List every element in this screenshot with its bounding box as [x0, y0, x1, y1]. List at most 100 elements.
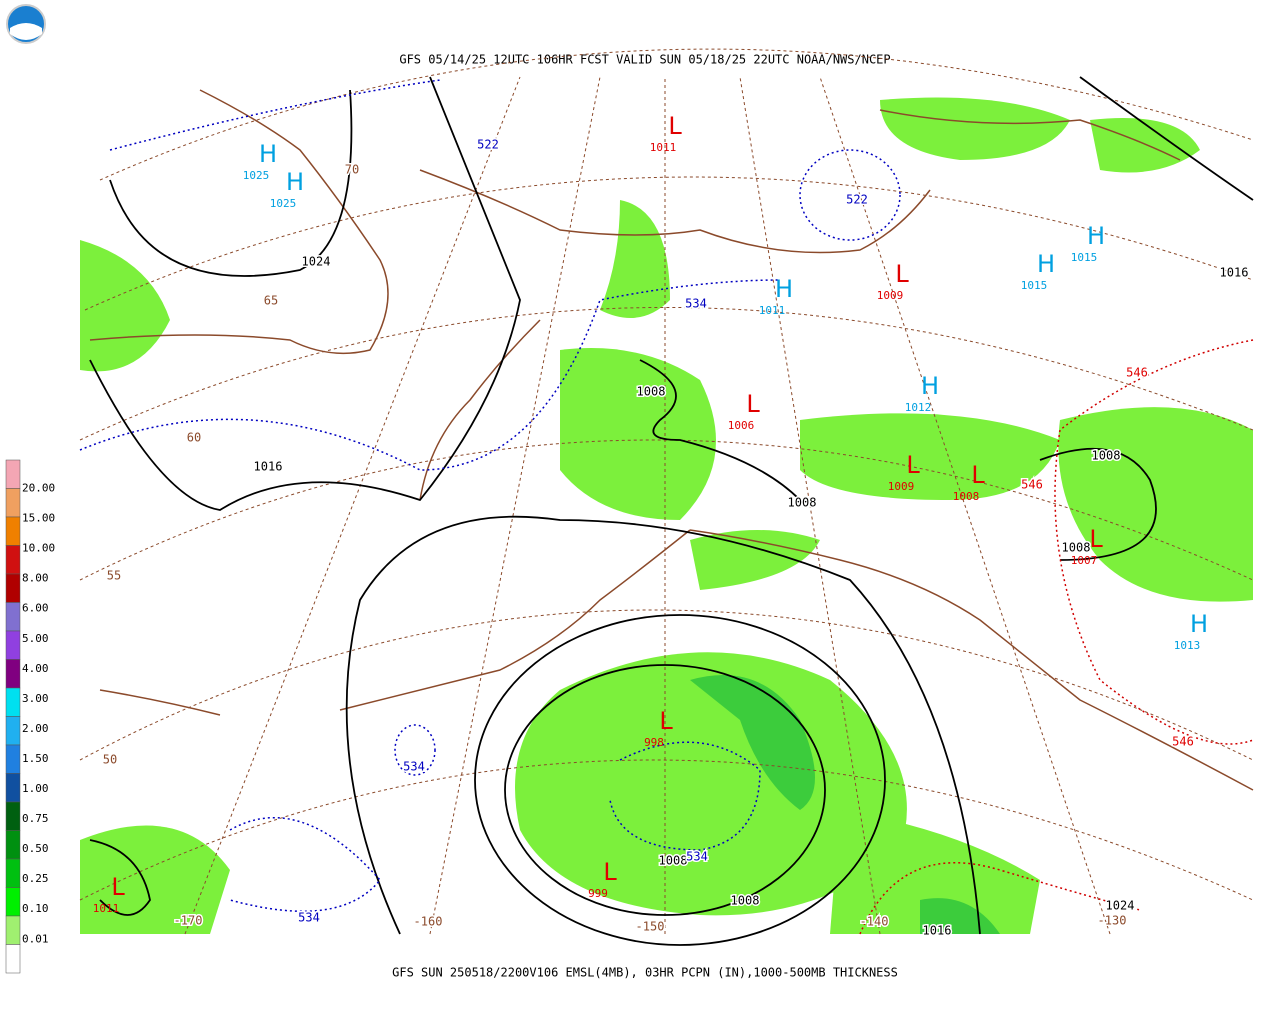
isobar-label: 1016 — [254, 460, 283, 474]
precip-area — [80, 825, 230, 934]
thickness-line — [109, 79, 441, 151]
grid-label: -150 — [636, 920, 665, 934]
pressure-center-symbol: L — [659, 707, 673, 735]
isobar-label: 1008 — [637, 385, 666, 399]
coastlines — [89, 89, 1254, 791]
pressure-center-value: 1011 — [93, 902, 120, 915]
grid-label: -160 — [414, 915, 443, 929]
legend-swatch — [5, 801, 21, 831]
legend-swatch — [5, 459, 21, 489]
isobar — [474, 614, 886, 946]
pressure-center-symbol: L — [906, 451, 920, 479]
legend-swatch — [5, 488, 21, 518]
thickness-high — [859, 339, 1254, 935]
pressure-center-value: 1011 — [759, 304, 786, 317]
pressure-center-symbol: H — [259, 140, 277, 168]
pressure-center-symbol: L — [1089, 525, 1103, 553]
thickness-line — [394, 724, 436, 776]
thickness-label: 522 — [477, 138, 499, 152]
pressure-center-value: 1015 — [1071, 251, 1098, 264]
pressure-center-symbol: L — [895, 260, 909, 288]
coastline — [99, 689, 221, 716]
isobar-label: 1008 — [788, 496, 817, 510]
precipitation — [80, 97, 1253, 934]
thickness-line — [229, 817, 381, 912]
isobar-label: 1008 — [659, 854, 688, 868]
precip-area — [690, 675, 815, 810]
pressure-center-value: 1025 — [243, 169, 270, 182]
grid-label: 70 — [345, 163, 359, 177]
legend-swatch — [5, 630, 21, 660]
coastline — [339, 529, 691, 711]
legend-swatch — [5, 830, 21, 860]
coastline — [89, 89, 389, 355]
grid-line — [84, 176, 1254, 311]
isobar — [345, 515, 981, 935]
legend-label: 10.00 — [22, 542, 55, 555]
grid-label: 55 — [107, 569, 121, 583]
legend-label: 0.01 — [22, 932, 49, 945]
precip-area — [690, 530, 820, 590]
pressure-center-symbol: L — [668, 112, 682, 140]
pressure-center-value: 1009 — [888, 480, 915, 493]
map-area — [79, 48, 1254, 946]
isobar-label: 1016 — [1220, 266, 1249, 280]
pressure-center-symbol: H — [1190, 610, 1208, 638]
pressure-center-value: 1008 — [953, 490, 980, 503]
thickness-label: 546 — [1021, 478, 1043, 492]
coastline — [419, 319, 541, 501]
pressure-center-value: 1025 — [270, 197, 297, 210]
precip-area — [880, 97, 1070, 160]
thickness-low — [79, 79, 901, 912]
isobar — [89, 839, 151, 916]
pressure-center-value: 999 — [588, 887, 608, 900]
precip-area — [800, 413, 1060, 500]
legend-swatch — [5, 573, 21, 603]
thickness-label: 522 — [846, 193, 868, 207]
lat-lon-grid — [79, 48, 1254, 935]
grid-line — [79, 609, 1254, 761]
isobars — [89, 76, 1254, 946]
legend-label: 8.00 — [22, 572, 49, 585]
legend-swatch — [5, 887, 21, 917]
thickness-line — [1054, 339, 1254, 745]
thickness-label: 546 — [1172, 735, 1194, 749]
isobar — [89, 76, 521, 511]
pressure-center-symbol: L — [971, 461, 985, 489]
pressure-center-symbol: H — [921, 372, 939, 400]
thickness-label: 534 — [686, 850, 708, 864]
legend-swatch — [5, 545, 21, 575]
isobar — [639, 359, 801, 501]
isobar-label: 1008 — [1092, 449, 1121, 463]
legend-label: 6.00 — [22, 602, 49, 615]
grid-line — [79, 759, 1254, 901]
legend-label: 0.25 — [22, 872, 49, 885]
pressure-center-symbol: L — [746, 390, 760, 418]
legend-label: 4.00 — [22, 662, 49, 675]
thickness-label: 534 — [403, 760, 425, 774]
legend-swatch — [5, 687, 21, 717]
coastline — [689, 529, 1254, 791]
precip-area — [830, 810, 1040, 934]
thickness-label: 546 — [1126, 366, 1148, 380]
thickness-label: 534 — [298, 911, 320, 925]
pressure-center-value: 1012 — [905, 401, 932, 414]
pressure-center-value: 1007 — [1071, 554, 1098, 567]
legend-swatch — [5, 516, 21, 546]
pressure-center-value: 1015 — [1021, 279, 1048, 292]
precip-area — [600, 200, 670, 318]
isobar-label: 1016 — [923, 924, 952, 938]
legend-label: 15.00 — [22, 512, 55, 525]
map-caption: GFS SUN 250518/2200V106 EMSL(4MB), 03HR … — [392, 966, 898, 980]
isobar — [1039, 447, 1157, 561]
precip-area — [1090, 118, 1200, 173]
legend-swatch — [5, 858, 21, 888]
legend-swatch — [5, 944, 21, 974]
legend-swatch — [5, 773, 21, 803]
legend-swatch — [5, 915, 21, 945]
legend-label: 2.00 — [22, 722, 49, 735]
legend-label: 20.00 — [22, 482, 55, 495]
isobar — [109, 89, 353, 277]
pressure-center-symbol: H — [1037, 250, 1055, 278]
isobar-label: 1024 — [1106, 899, 1135, 913]
